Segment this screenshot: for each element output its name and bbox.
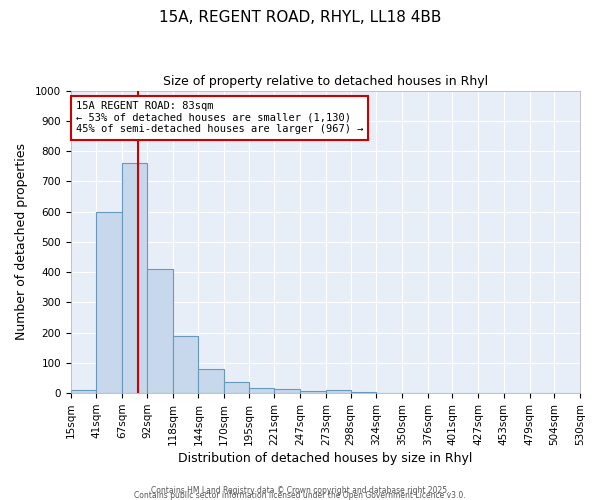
Bar — [173, 336, 199, 393]
Text: Contains HM Land Registry data © Crown copyright and database right 2025.: Contains HM Land Registry data © Crown c… — [151, 486, 449, 495]
Title: Size of property relative to detached houses in Rhyl: Size of property relative to detached ho… — [163, 75, 488, 88]
Bar — [274, 388, 300, 393]
Bar — [147, 269, 173, 393]
Bar — [71, 390, 97, 393]
Bar — [300, 391, 326, 393]
Bar — [122, 163, 147, 393]
Bar — [199, 369, 224, 393]
Y-axis label: Number of detached properties: Number of detached properties — [15, 144, 28, 340]
Bar — [97, 212, 122, 393]
Bar — [249, 388, 274, 393]
Text: Contains public sector information licensed under the Open Government Licence v3: Contains public sector information licen… — [134, 491, 466, 500]
Bar — [350, 392, 376, 393]
Bar — [326, 390, 350, 393]
X-axis label: Distribution of detached houses by size in Rhyl: Distribution of detached houses by size … — [178, 452, 473, 465]
Text: 15A REGENT ROAD: 83sqm
← 53% of detached houses are smaller (1,130)
45% of semi-: 15A REGENT ROAD: 83sqm ← 53% of detached… — [76, 101, 363, 134]
Bar — [224, 382, 249, 393]
Text: 15A, REGENT ROAD, RHYL, LL18 4BB: 15A, REGENT ROAD, RHYL, LL18 4BB — [159, 10, 441, 25]
